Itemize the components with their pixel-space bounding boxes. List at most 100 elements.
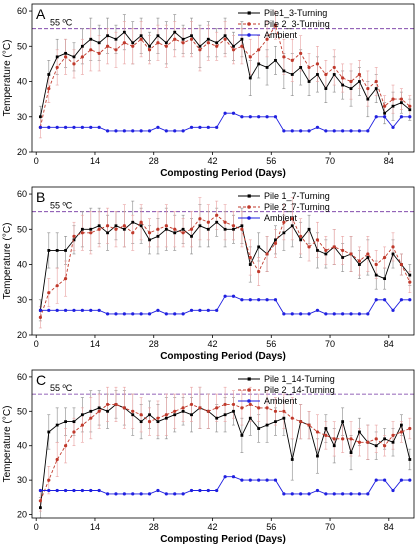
data-point: [105, 129, 110, 133]
data-point: [307, 312, 311, 316]
data-point: [189, 488, 194, 493]
data-point: [139, 220, 143, 224]
data-point: [215, 213, 219, 217]
data-point: [290, 416, 294, 420]
panel-label: A: [36, 6, 46, 22]
data-point: [324, 492, 328, 496]
data-point: [265, 66, 269, 69]
data-point: [240, 478, 244, 482]
x-tick-label: 84: [384, 522, 394, 532]
x-tick-label: 14: [90, 522, 100, 532]
data-point: [316, 73, 319, 76]
data-point: [38, 115, 42, 119]
y-tick-label: 20: [17, 147, 27, 157]
data-point: [240, 227, 244, 231]
data-point: [324, 427, 328, 430]
data-point: [383, 255, 387, 260]
data-point: [63, 488, 68, 493]
data-point: [106, 34, 109, 38]
x-tick-label: 56: [266, 156, 276, 166]
data-point: [332, 73, 336, 76]
data-point: [89, 231, 93, 235]
data-point: [265, 115, 269, 119]
data-point: [72, 420, 76, 424]
data-point: [248, 255, 252, 260]
data-point: [206, 125, 210, 129]
x-tick-label: 14: [90, 339, 100, 349]
data-point: [299, 312, 303, 316]
data-point: [97, 409, 101, 413]
data-point: [231, 402, 236, 407]
data-point: [315, 488, 320, 493]
data-point: [231, 475, 236, 479]
data-point: [273, 115, 278, 119]
y-axis-label: Temperature (°C): [2, 223, 13, 300]
data-point: [349, 312, 353, 316]
data-point: [114, 224, 118, 228]
data-point: [349, 492, 353, 496]
y-tick-label: 20: [17, 330, 27, 340]
data-point: [265, 478, 269, 482]
data-point: [299, 66, 303, 69]
data-point: [215, 308, 219, 312]
data-point: [358, 263, 361, 266]
data-point: [257, 245, 261, 249]
data-point: [299, 51, 303, 55]
data-point: [282, 312, 286, 316]
data-point: [315, 238, 320, 242]
data-point: [307, 245, 311, 249]
x-tick-label: 42: [207, 156, 217, 166]
x-tick-label: 14: [90, 156, 100, 166]
data-point: [400, 101, 403, 105]
data-point: [324, 312, 328, 316]
data-point: [47, 478, 51, 482]
reference-line-label: 55 ºC: [50, 201, 73, 211]
data-point: [357, 312, 362, 316]
data-point: [257, 298, 261, 302]
data-point: [274, 238, 277, 242]
data-point: [97, 41, 101, 45]
data-point: [190, 34, 193, 38]
data-point: [97, 308, 101, 312]
y-tick-label: 20: [17, 510, 27, 520]
data-point: [72, 488, 76, 493]
data-point: [173, 37, 177, 41]
plot-frame: [31, 186, 415, 336]
data-point: [299, 238, 303, 242]
x-tick-label: 0: [34, 339, 39, 349]
y-tick-label: 60: [17, 6, 27, 16]
data-point: [231, 111, 236, 115]
data-point: [131, 220, 135, 224]
data-point: [358, 430, 361, 434]
data-point: [391, 125, 395, 129]
data-point: [114, 227, 118, 231]
data-point: [332, 437, 336, 441]
data-point: [89, 125, 93, 129]
y-tick-label: 40: [17, 260, 27, 270]
data-point: [189, 37, 194, 41]
data-point: [383, 104, 387, 108]
data-point: [341, 76, 345, 80]
data-point: [223, 220, 227, 224]
data-point: [64, 51, 67, 55]
data-point: [190, 234, 193, 238]
data-point: [223, 413, 227, 417]
legend-entry: Pile 2_3-Turning: [264, 19, 330, 29]
data-point: [257, 115, 261, 119]
data-point: [324, 87, 328, 90]
legend-marker: [247, 33, 251, 37]
data-point: [131, 231, 135, 235]
data-point: [232, 409, 235, 413]
data-point: [156, 227, 160, 231]
data-point: [97, 227, 101, 231]
legend-entry: Ambient: [264, 396, 298, 406]
data-point: [106, 231, 109, 235]
data-point: [164, 416, 168, 420]
data-point: [299, 129, 303, 133]
data-point: [89, 416, 93, 420]
data-point: [139, 34, 143, 38]
data-point: [232, 44, 235, 48]
data-point: [63, 55, 68, 59]
data-point: [265, 37, 269, 41]
data-point: [223, 37, 227, 41]
